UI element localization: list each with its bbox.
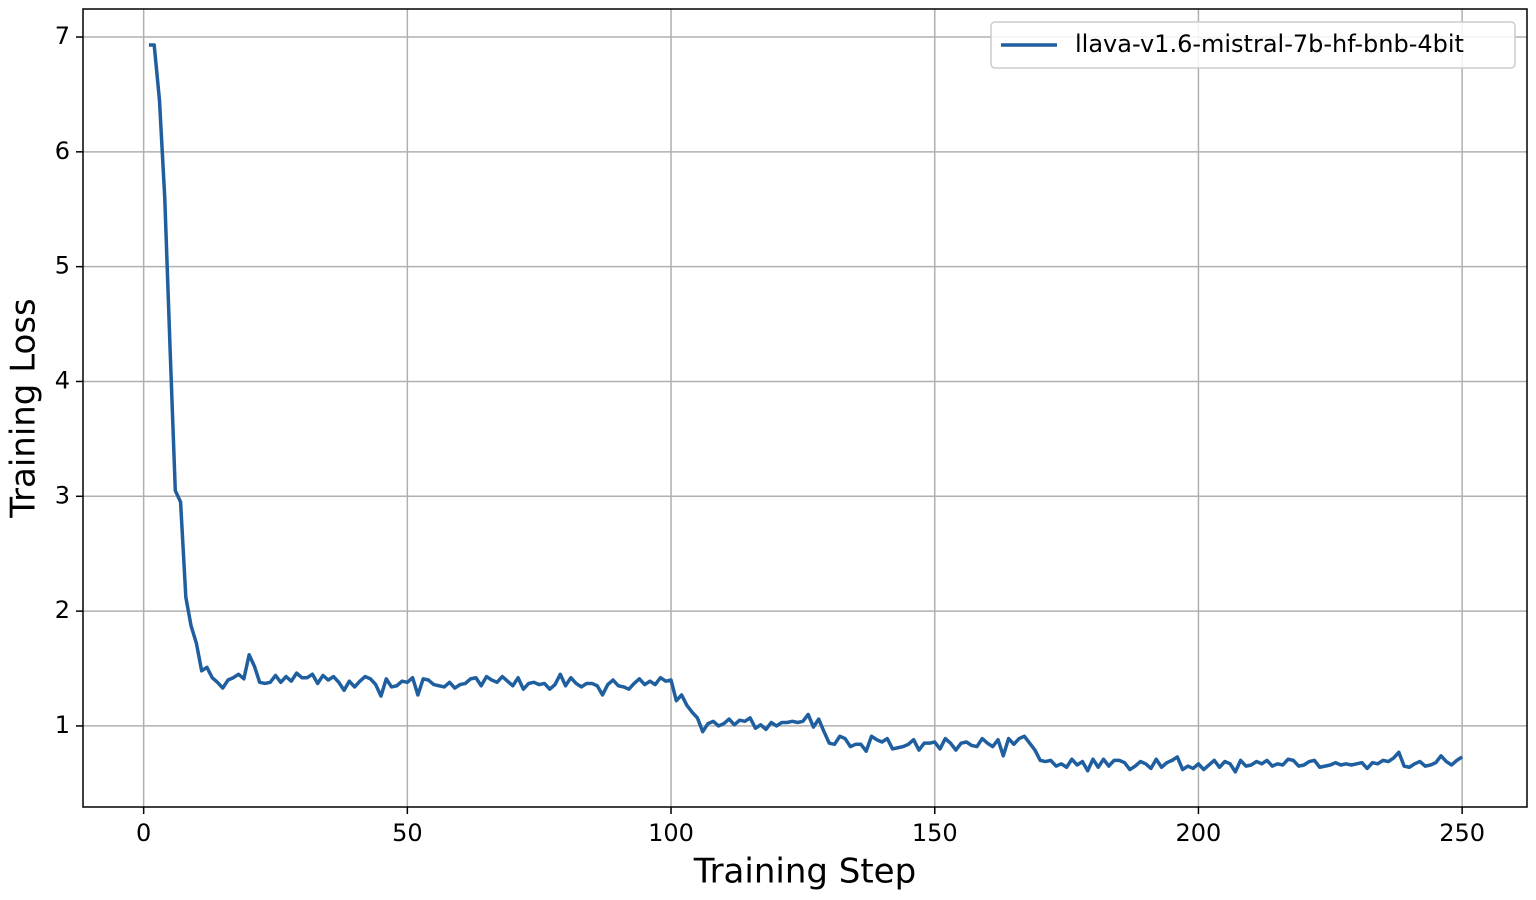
x-axis-label: Training Step [693,852,916,892]
x-tick-label: 50 [392,819,423,847]
y-tick-label: 4 [55,366,70,394]
plot-frame [82,8,1528,808]
y-tick-label: 2 [55,596,70,624]
x-tick-label: 0 [136,819,151,847]
x-tick-label: 100 [648,819,694,847]
legend-box [990,21,1516,69]
x-tick-label: 250 [1439,819,1485,847]
legend-label: llava-v1.6-mistral-7b-hf-bnb-4bit [1075,30,1464,58]
x-tick-label: 200 [1176,819,1222,847]
data-line [148,43,1464,774]
x-tick-label: 150 [912,819,958,847]
y-tick-label: 7 [55,22,70,50]
y-tick-label: 1 [55,711,70,739]
y-tick-label: 6 [55,137,70,165]
y-tick-label: 5 [55,252,70,280]
y-tick-label: 3 [55,481,70,509]
y-axis-label: Training Loss [4,298,44,519]
